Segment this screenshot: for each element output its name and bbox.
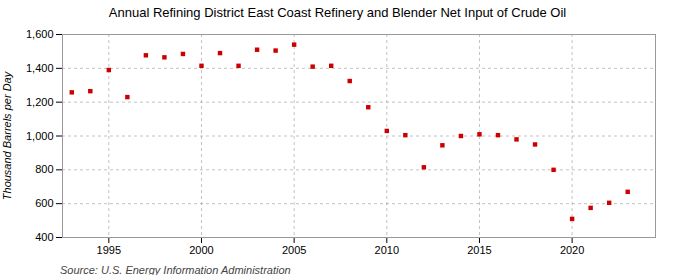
svg-text:2015: 2015 <box>467 244 491 256</box>
svg-text:1,200: 1,200 <box>26 96 54 108</box>
svg-text:1,000: 1,000 <box>26 130 54 142</box>
svg-text:1,600: 1,600 <box>26 28 54 40</box>
svg-text:1,400: 1,400 <box>26 62 54 74</box>
svg-text:600: 600 <box>35 197 53 209</box>
svg-text:2020: 2020 <box>560 244 584 256</box>
html-text:Source: U.S. Energy Informatio: Source: U.S. Energy Information Administ… <box>60 264 291 275</box>
svg-text:1995: 1995 <box>97 244 121 256</box>
svg-text:2005: 2005 <box>282 244 306 256</box>
svg-text:2000: 2000 <box>189 244 213 256</box>
html-text:Annual Refining District East: Annual Refining District East Coast Refi… <box>108 5 567 20</box>
svg-text:2010: 2010 <box>375 244 399 256</box>
svg-text:Thousand Barrels per Day: Thousand Barrels per Day <box>1 70 13 200</box>
svg-text:800: 800 <box>35 163 53 175</box>
svg-text:400: 400 <box>35 231 53 243</box>
